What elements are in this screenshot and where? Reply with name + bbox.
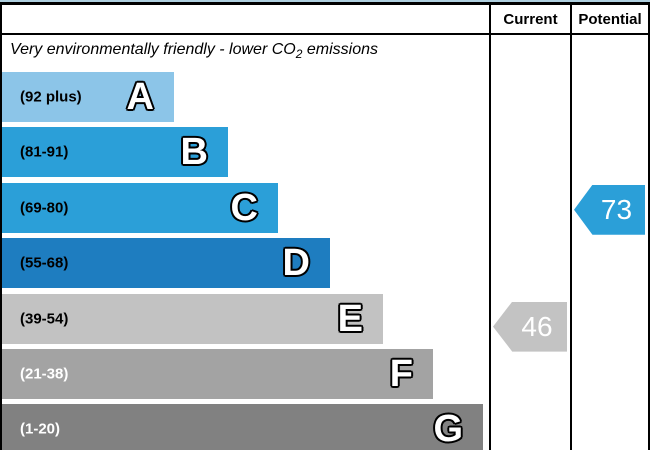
band-letter: A <box>126 76 154 118</box>
current-column: 46 <box>491 35 572 450</box>
caption-subscript: 2 <box>295 47 303 62</box>
band-range-label: (21-38) <box>20 365 69 383</box>
column-header-current: Current <box>491 5 572 33</box>
band-letter: E <box>337 297 363 340</box>
band-range-label: (92 plus) <box>20 88 82 106</box>
band-row: (1-20) G <box>2 404 483 450</box>
caption-text: Very environmentally friendly - lower CO <box>10 41 296 58</box>
band-letter: D <box>282 242 310 285</box>
caption-text-end: emissions <box>302 41 378 58</box>
band-range-label: (39-54) <box>20 310 69 328</box>
potential-arrow: 73 <box>574 184 645 235</box>
header-cell-empty <box>2 5 491 33</box>
header-row: Current Potential <box>2 5 648 35</box>
bands-column: Very environmentally friendly - lower CO… <box>2 35 491 450</box>
band-letter: B <box>180 131 208 174</box>
band-row: (92 plus) A <box>2 72 174 122</box>
band-row: (39-54) E <box>2 293 383 344</box>
band-range-label: (81-91) <box>20 143 69 161</box>
band-letter: G <box>433 408 463 450</box>
column-header-potential: Potential <box>578 10 642 28</box>
band-letter: C <box>230 186 258 229</box>
band-range-label: (55-68) <box>20 254 69 272</box>
band-row: (21-38) F <box>2 349 433 399</box>
current-value: 46 <box>521 310 553 342</box>
potential-value: 73 <box>600 193 633 225</box>
band-row: (55-68) D <box>2 238 330 289</box>
band-row: (81-91) B <box>2 127 228 178</box>
potential-column: 73 <box>572 35 648 450</box>
band-range-label: (1-20) <box>20 420 61 438</box>
current-arrow: 46 <box>493 301 567 352</box>
chart-body-row: Very environmentally friendly - lower CO… <box>2 35 648 450</box>
band-letter: F <box>389 353 413 395</box>
band-range-label: (69-80) <box>20 199 69 217</box>
chart-caption: Very environmentally friendly - lower CO… <box>10 41 378 62</box>
top-strip <box>0 0 650 2</box>
band-row: (69-80) C <box>2 182 278 233</box>
